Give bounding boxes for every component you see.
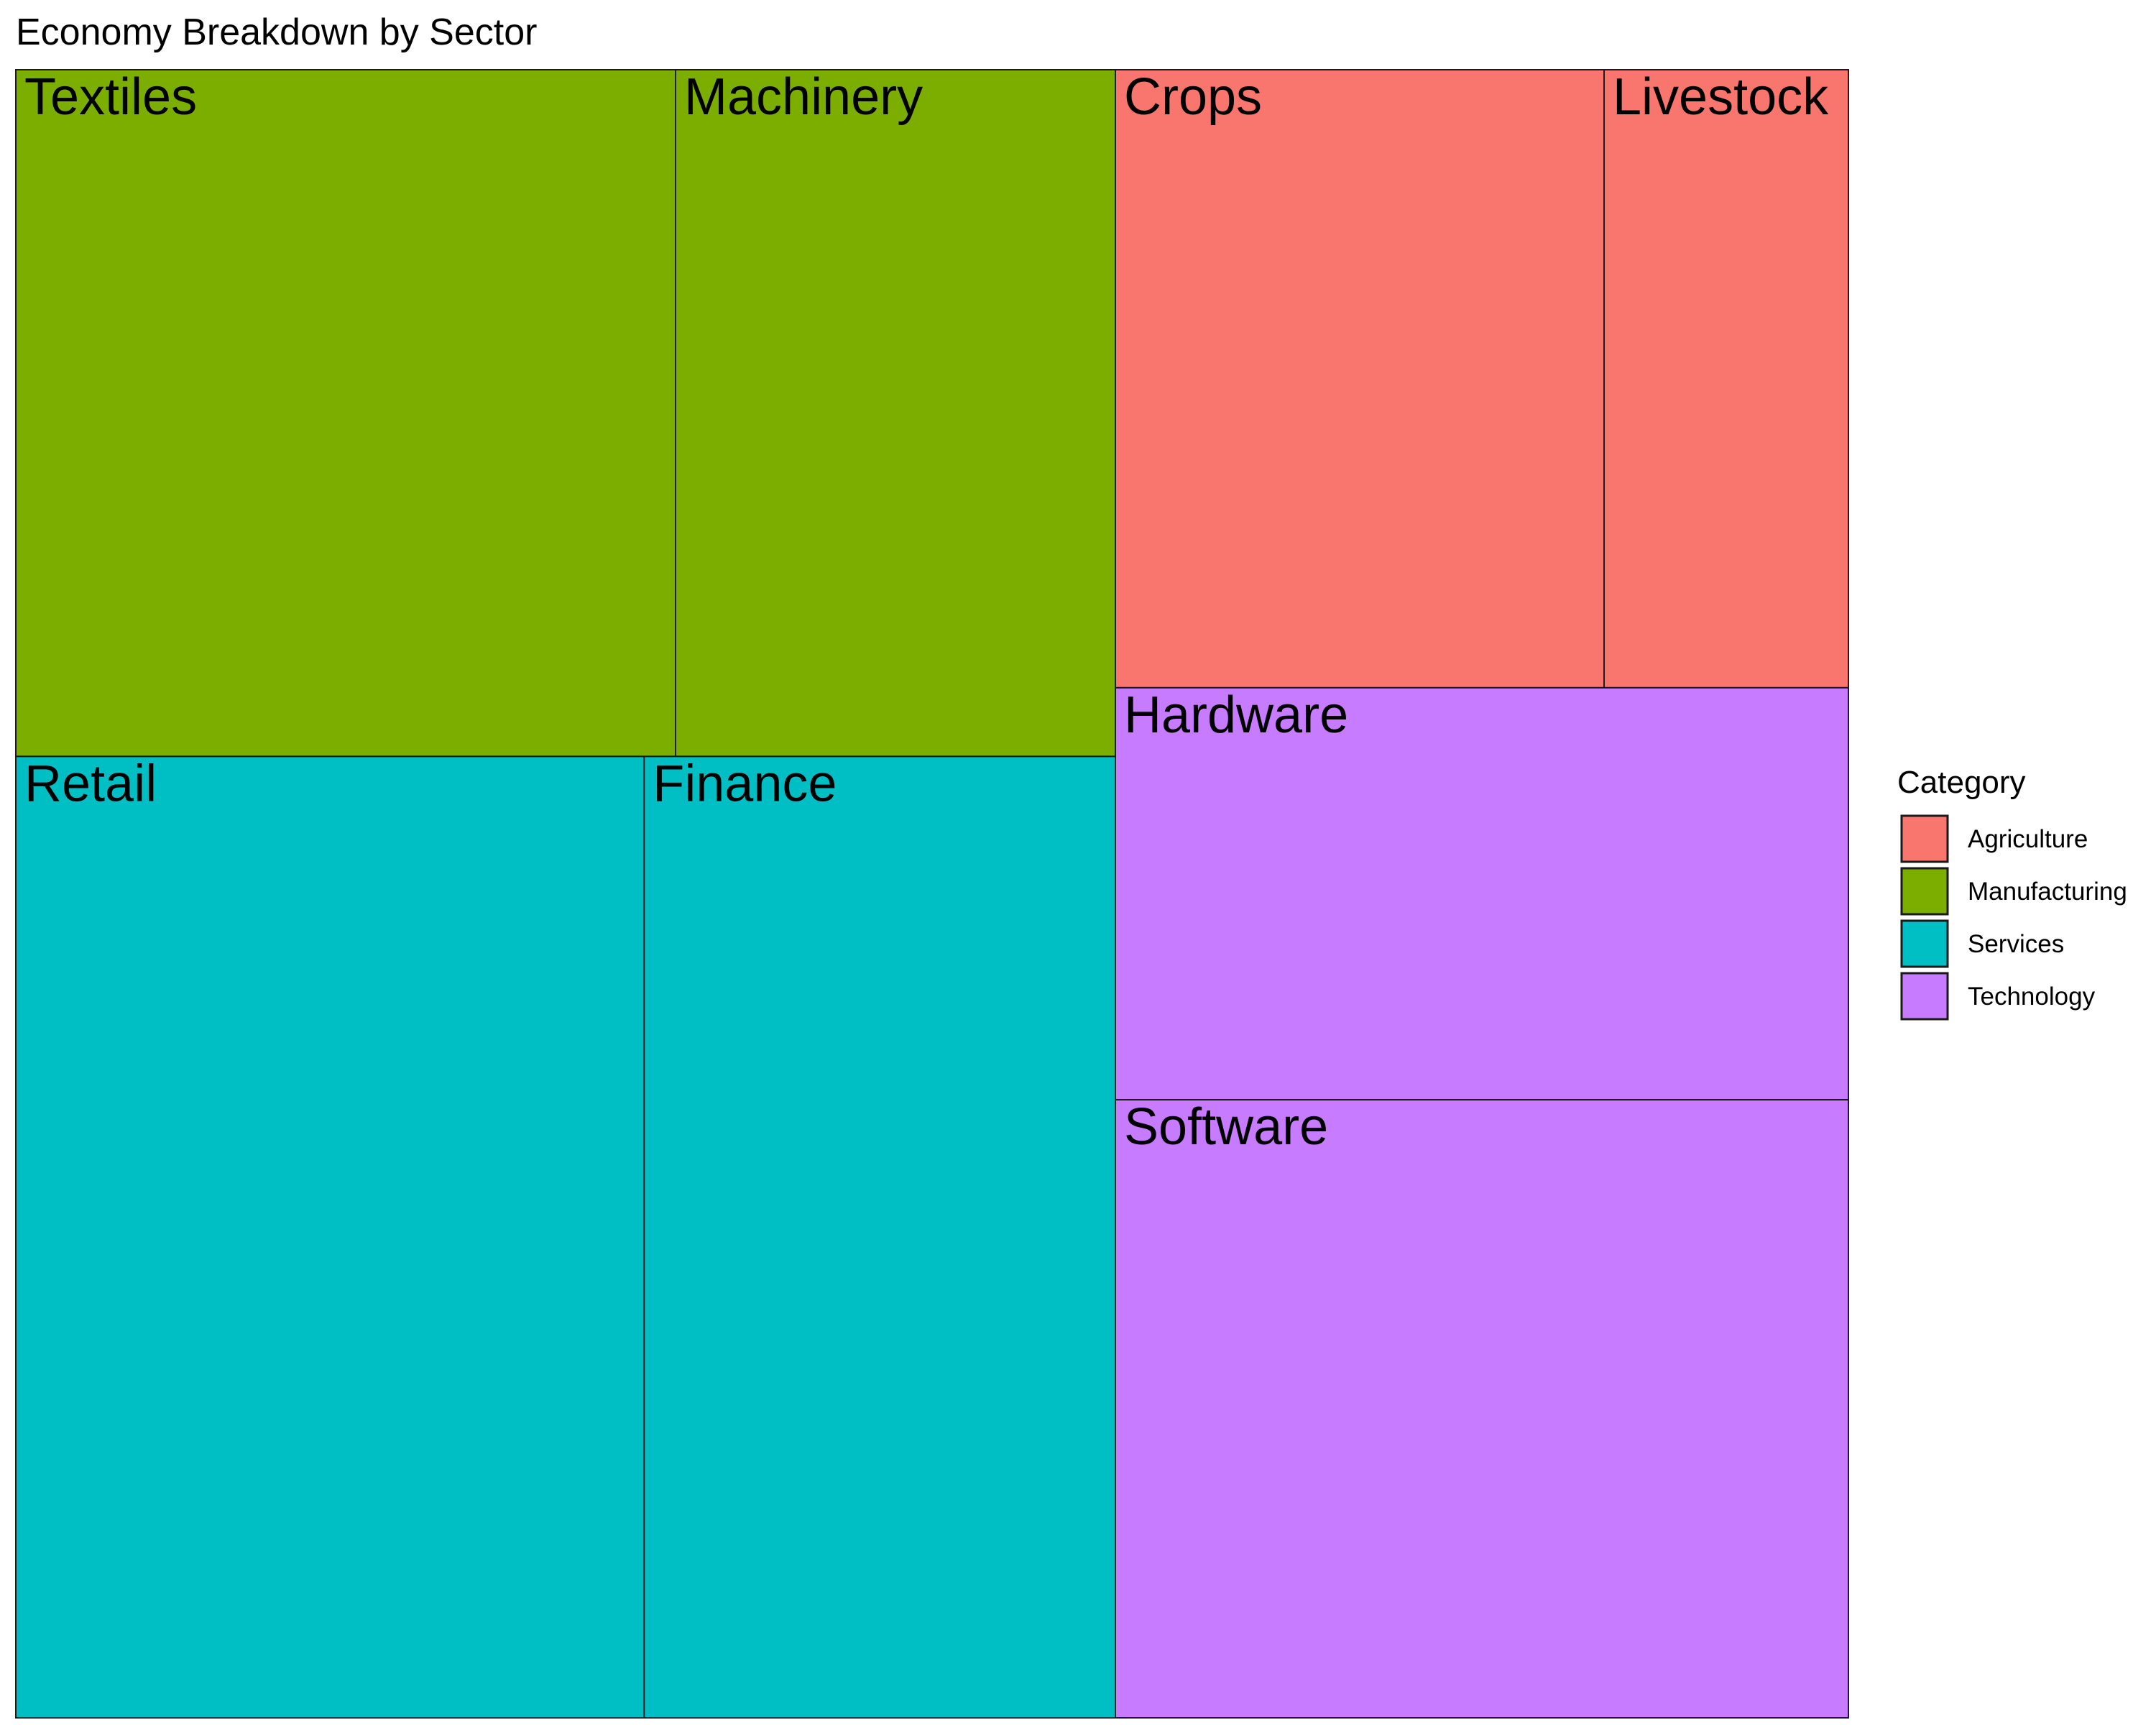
treemap-cell-machinery: Machinery [675,68,1116,758]
chart-title: Economy Breakdown by Sector [16,12,537,53]
legend-item-agriculture: Agriculture [1900,814,2088,863]
treemap-cell-livestock: Livestock [1603,68,1849,689]
legend-item-services: Services [1900,919,2064,968]
treemap-rect-livestock [1603,69,1849,689]
legend-title: Category [1897,765,2026,800]
legend-items: Agriculture Manufacturing Services Technolo… [1900,814,2127,1021]
treemap-label-crops: Crops [1124,68,1262,126]
treemap-rect-retail [15,755,645,1719]
legend-key-services [1900,919,1949,968]
legend-key-manufacturing [1900,867,1949,916]
treemap-label-livestock: Livestock [1613,68,1829,126]
treemap-label-hardware: Hardware [1124,686,1348,744]
treemap-cell-retail: Retail [15,755,645,1719]
treemap-rect-hardware [1115,686,1849,1101]
treemap-cells: Textiles Machinery Retail Finance Crops Lives… [15,68,1849,1719]
legend-label-agriculture: Agriculture [1968,825,2088,853]
legend: Category Agriculture Manufacturing Service… [1897,765,2127,1021]
treemap-label-software: Software [1124,1098,1328,1156]
treemap-label-machinery: Machinery [684,68,923,126]
treemap-cell-software: Software [1115,1098,1849,1719]
treemap-rect-software [1115,1099,1849,1719]
treemap-label-textiles: Textiles [24,68,197,126]
legend-item-technology: Technology [1900,972,2096,1021]
treemap-rect-crops [1115,69,1605,689]
treemap-cell-crops: Crops [1115,68,1605,689]
legend-key-technology [1900,972,1949,1021]
treemap-cell-finance: Finance [643,755,1116,1719]
treemap-label-retail: Retail [24,755,157,812]
treemap-rect-machinery [675,69,1116,758]
treemap-rect-finance [643,755,1116,1719]
treemap-label-finance: Finance [653,755,837,812]
treemap-cell-hardware: Hardware [1115,686,1849,1101]
legend-item-manufacturing: Manufacturing [1900,867,2127,916]
treemap-cell-textiles: Textiles [15,68,676,758]
legend-label-technology: Technology [1968,983,2096,1011]
treemap-rect-textiles [15,69,676,758]
legend-key-agriculture [1900,814,1949,863]
legend-label-manufacturing: Manufacturing [1968,878,2127,906]
legend-label-services: Services [1968,930,2064,958]
